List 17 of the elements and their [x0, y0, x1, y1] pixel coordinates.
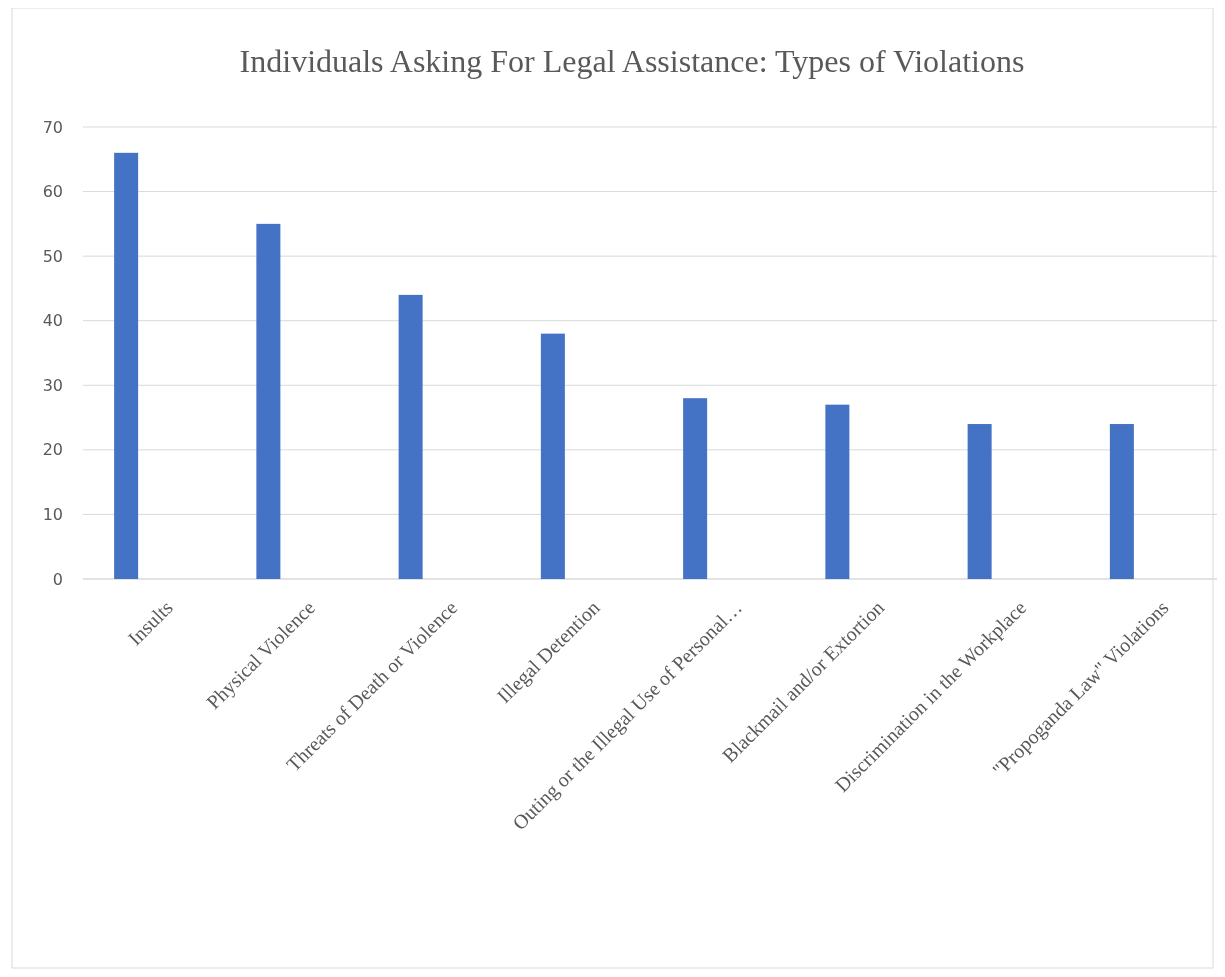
bar: [683, 398, 708, 579]
y-tick-label: 0: [52, 569, 63, 589]
bar: [825, 404, 850, 579]
bar: [114, 152, 139, 579]
y-tick-label: 50: [42, 246, 63, 266]
y-tick-label: 40: [42, 311, 63, 331]
chart-title: Individuals Asking For Legal Assistance: Types of Violations: [239, 43, 1025, 79]
y-tick-label: 70: [42, 117, 63, 137]
y-tick-label: 10: [42, 505, 63, 525]
y-tick-label: 60: [42, 182, 63, 202]
y-tick-label: 30: [42, 375, 63, 395]
bar: [256, 223, 281, 579]
bar: [540, 333, 565, 579]
bar: [967, 424, 992, 579]
bar: [1109, 424, 1134, 579]
bar: [398, 294, 423, 579]
y-tick-label: 20: [42, 440, 63, 460]
